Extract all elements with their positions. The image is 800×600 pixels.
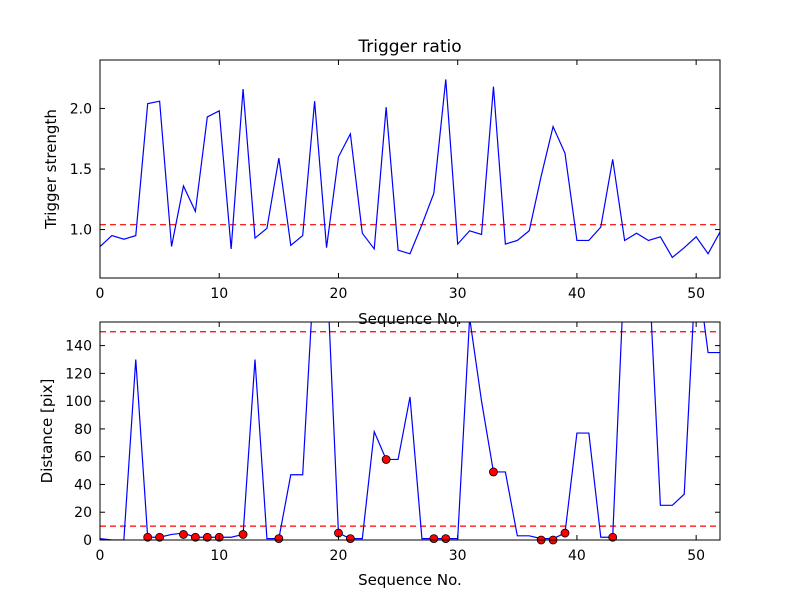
x-tick-label: 20 — [330, 548, 348, 564]
y-axis-ticks: 1.0 1.5 2.0 — [70, 101, 720, 239]
x-tick-label: 0 — [96, 548, 105, 564]
x-tick-label: 40 — [568, 286, 586, 302]
plot-frame — [99, 59, 721, 279]
chart-title: Trigger ratio — [357, 37, 461, 57]
data-point-marker — [155, 532, 165, 542]
x-tick-label: 20 — [330, 286, 348, 302]
x-tick-label: 30 — [449, 548, 467, 564]
x-tick-label: 0 — [96, 286, 105, 302]
x-tick-label: 50 — [687, 548, 705, 564]
data-point-marker — [202, 532, 212, 542]
threshold-lines — [100, 331, 720, 527]
x-axis-label: Sequence No. — [358, 571, 462, 589]
subplot-trigger-ratio: Trigger ratio 0 10 20 30 40 50 1.0 1.5 2.0 Sequ… — [42, 37, 721, 328]
y-tick-label: 0 — [83, 533, 92, 549]
x-tick-label: 10 — [210, 548, 228, 564]
x-tick-label: 10 — [210, 286, 228, 302]
data-point-marker — [381, 455, 391, 464]
data-point-marker — [238, 530, 248, 539]
data-point-marker — [179, 530, 188, 539]
y-tick-label: 40 — [74, 477, 92, 493]
x-tick-label: 30 — [449, 286, 467, 302]
y-tick-label: 100 — [65, 394, 92, 410]
y-tick-label: 80 — [74, 422, 92, 438]
y-axis-label: Distance [pix] — [38, 379, 56, 484]
data-point-marker — [489, 467, 498, 477]
x-axis-ticks: 0 10 20 30 40 50 — [96, 60, 705, 302]
series-line-group — [100, 322, 720, 540]
y-tick-label: 1.0 — [70, 223, 92, 239]
y-tick-label: 140 — [65, 339, 92, 355]
subplot-distance: 0 10 20 30 40 50 0 20 40 60 80 100 120 140 Sequence … — [38, 321, 721, 589]
data-point-marker — [345, 534, 355, 544]
y-axis-ticks: 0 20 40 60 80 100 120 140 — [65, 339, 720, 549]
x-tick-label: 50 — [687, 286, 705, 302]
data-point-marker — [274, 534, 284, 544]
data-point-marker — [560, 528, 570, 538]
series-line-group — [100, 79, 720, 259]
y-axis-label: Trigger strength — [42, 109, 60, 230]
y-tick-label: 1.5 — [70, 162, 92, 178]
data-point-marker — [441, 534, 451, 544]
marker-group — [143, 455, 618, 545]
x-axis-ticks: 0 10 20 30 40 50 — [96, 322, 705, 564]
x-tick-label: 40 — [568, 548, 586, 564]
y-tick-label: 60 — [74, 450, 92, 466]
y-tick-label: 20 — [74, 505, 92, 521]
series-line — [100, 322, 720, 540]
data-point-marker — [190, 532, 200, 542]
data-point-marker — [429, 534, 439, 544]
series-line — [100, 79, 720, 259]
y-tick-label: 2.0 — [70, 101, 92, 117]
y-tick-label: 120 — [65, 366, 92, 382]
x-axis-label: Sequence No. — [358, 310, 462, 328]
data-point-marker — [143, 532, 153, 542]
data-point-marker — [608, 532, 618, 542]
plot-frame — [99, 321, 721, 541]
